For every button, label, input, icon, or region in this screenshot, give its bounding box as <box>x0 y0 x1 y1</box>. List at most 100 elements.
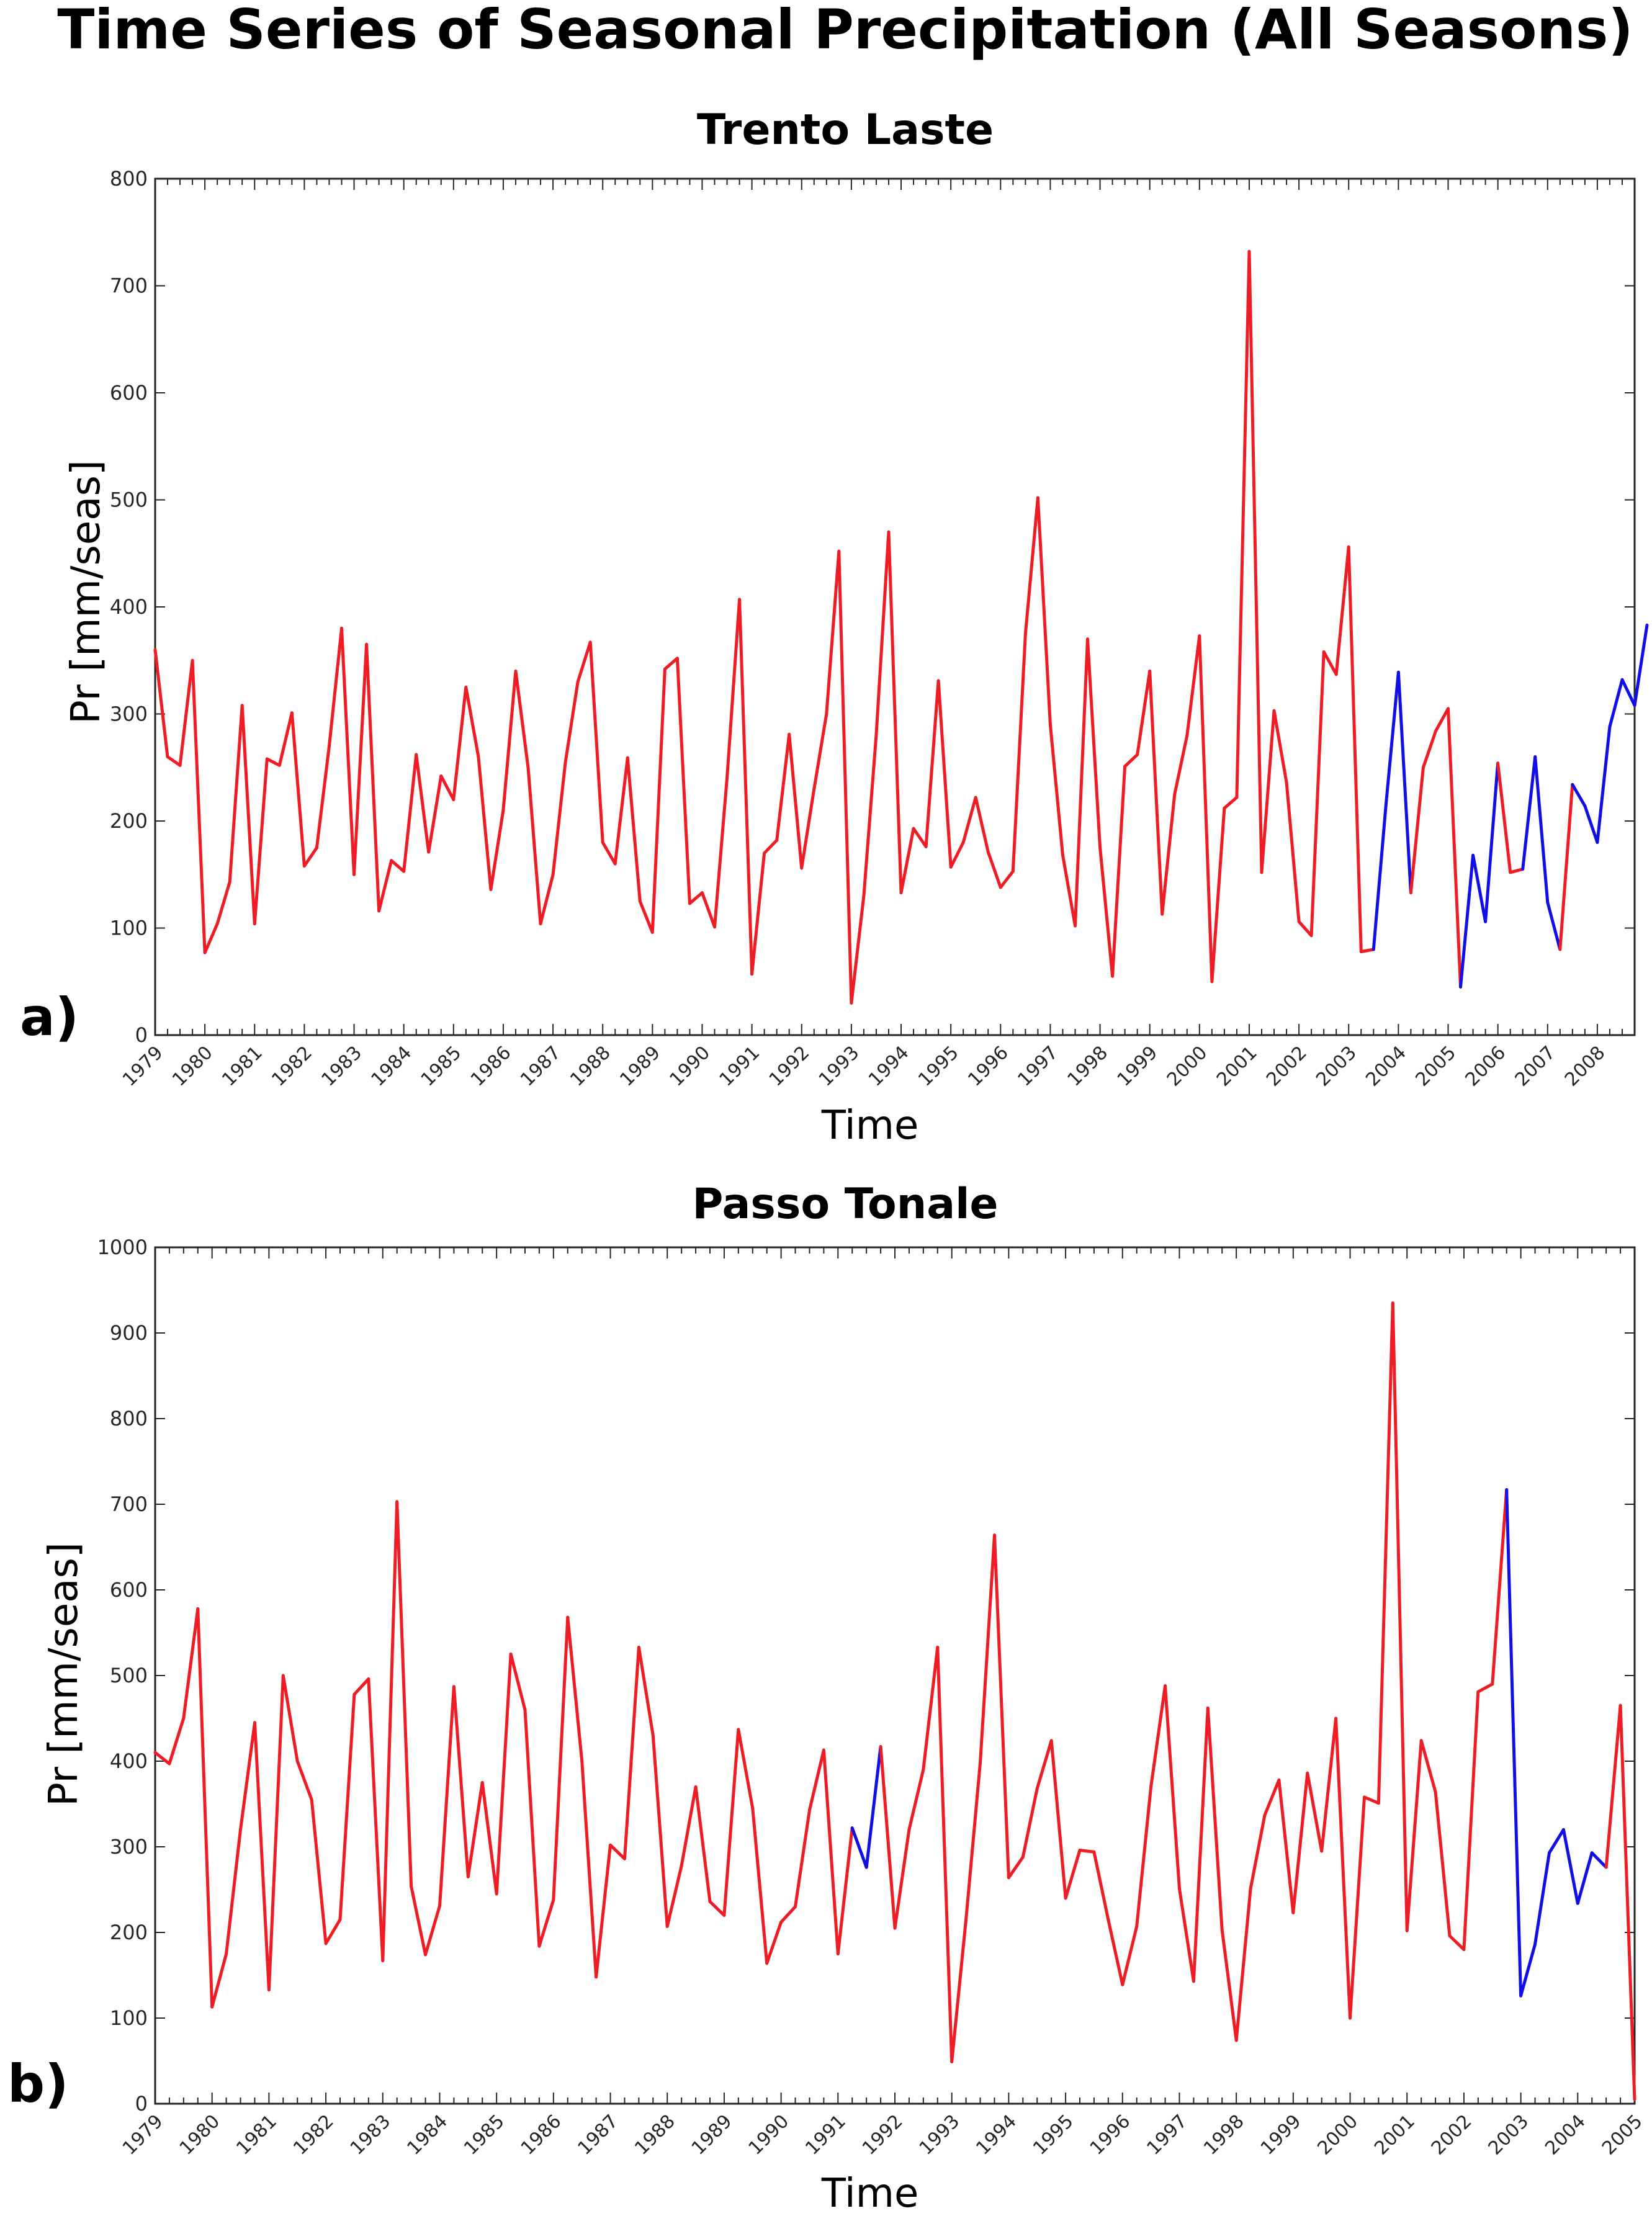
series-segment-gap-filled <box>1471 853 1488 923</box>
series-segment-observed <box>1064 1849 1082 1900</box>
series-segment-observed <box>1434 1790 1452 1937</box>
series-segment-observed <box>438 1685 456 1908</box>
series-segment-gap-filled <box>1371 803 1388 951</box>
series-segment-observed <box>566 1615 584 1763</box>
series-segment-observed <box>986 850 1002 889</box>
series-segment-observed <box>1021 1787 1039 1859</box>
series-segment-observed <box>1247 249 1264 874</box>
series-segment-observed <box>949 841 965 869</box>
series-segment-observed <box>1007 1855 1025 1880</box>
series-segment-observed <box>751 1806 769 1965</box>
series-segment-gap-filled <box>1521 755 1537 871</box>
series-segment-observed <box>623 1646 640 1860</box>
series-segment-observed <box>1249 1813 1267 1891</box>
series-segment-observed <box>1359 948 1375 953</box>
series-segment-observed <box>1376 1301 1394 1805</box>
series-segment-observed <box>290 711 306 868</box>
series-segment-observed <box>680 1785 698 1867</box>
panel-label: b) <box>7 2053 69 2114</box>
series-segment-observed <box>825 549 841 716</box>
series-segment-observed <box>240 704 256 926</box>
series-segment-gap-filled <box>1633 623 1649 707</box>
series-segment-observed <box>410 1885 427 1957</box>
series-segment-observed <box>153 1751 171 1766</box>
series-segment-gap-filled <box>1384 670 1400 807</box>
series-segment-observed <box>365 642 381 913</box>
series-segment-observed <box>1210 806 1226 984</box>
series-segment-observed <box>1121 1924 1139 1986</box>
series-segment-observed <box>601 841 617 866</box>
y-tick-label: 600 <box>110 1578 148 1602</box>
series-segment-observed <box>509 1653 527 1712</box>
series-segment-observed <box>1334 545 1350 676</box>
series-segment-observed <box>178 658 194 767</box>
y-tick-label: 0 <box>135 1023 148 1047</box>
series-segment-observed <box>1322 650 1338 676</box>
y-tick-label: 900 <box>110 1321 148 1345</box>
series-segment-observed <box>775 732 791 842</box>
series-segment-observed <box>253 1721 271 1991</box>
series-segment-observed <box>626 756 642 903</box>
y-tick-label: 100 <box>110 917 148 940</box>
series-segment-observed <box>862 734 878 898</box>
series-segment-gap-filled <box>1608 678 1624 729</box>
x-axis-label: Time <box>821 2171 919 2217</box>
series-segment-observed <box>1048 723 1064 857</box>
series-segment-observed <box>228 704 244 884</box>
series-segment-observed <box>253 757 269 926</box>
series-segment-observed <box>1347 545 1363 953</box>
series-segment-observed <box>651 1734 669 1928</box>
y-tick-label: 0 <box>135 2092 148 2116</box>
series-segment-observed <box>899 827 915 895</box>
series-segment-observed <box>999 869 1015 889</box>
series-segment-observed <box>738 598 754 976</box>
series-segment-observed <box>514 670 530 769</box>
series-segment-observed <box>424 1904 441 1957</box>
series-segment-observed <box>1092 1850 1110 1921</box>
series-segment-observed <box>1263 1778 1281 1817</box>
series-segment-observed <box>552 1615 570 1902</box>
series-segment-observed <box>638 899 654 934</box>
series-segment-observed <box>1098 846 1115 978</box>
series-segment-gap-filled <box>1546 900 1562 951</box>
series-segment-observed <box>1192 1706 1210 1983</box>
series-segment-observed <box>613 756 629 866</box>
series-segment-gap-filled <box>1533 1851 1551 1946</box>
series-segment-observed <box>277 711 294 767</box>
series-segment-observed <box>609 1843 626 1860</box>
series-segment-observed <box>328 627 343 748</box>
series-segment-observed <box>1135 1785 1153 1928</box>
series-segment-observed <box>153 648 169 758</box>
y-tick-label: 500 <box>110 1664 148 1687</box>
series-segment-gap-filled <box>1576 1851 1594 1905</box>
series-segment-gap-filled <box>1620 678 1636 707</box>
series-segment-observed <box>352 642 369 876</box>
series-segment-observed <box>1291 1771 1309 1914</box>
series-segment-observed <box>812 712 828 791</box>
series-segment-observed <box>166 755 182 767</box>
series-segment-observed <box>1476 1682 1494 1694</box>
series-segment-observed <box>196 1607 214 2009</box>
series-segment-observed <box>1272 709 1288 784</box>
series-segment-observed <box>352 1677 370 1696</box>
series-segment-observed <box>936 679 953 869</box>
series-segment-observed <box>924 679 940 848</box>
panel-label: a) <box>20 987 79 1048</box>
series-segment-observed <box>191 658 207 954</box>
series-segment-observed <box>1448 1934 1466 1952</box>
series-segment-observed <box>979 1533 996 1765</box>
series-segment-observed <box>1349 1795 1366 2020</box>
series-segment-observed <box>324 1918 342 1945</box>
series-segment-observed <box>210 1952 228 2009</box>
series-segment-observed <box>961 796 977 844</box>
series-segment-gap-filled <box>850 1826 868 1869</box>
series-segment-observed <box>694 1785 712 1903</box>
series-segment-gap-filled <box>1505 1488 1523 1998</box>
series-segment-gap-filled <box>1583 804 1599 844</box>
series-segment-gap-filled <box>1533 755 1550 904</box>
series-segment-observed <box>477 755 493 891</box>
series-segment-observed <box>765 1920 783 1965</box>
y-tick-label: 800 <box>110 167 148 191</box>
y-tick-label: 300 <box>110 702 148 726</box>
series-segment-observed <box>537 1898 555 1948</box>
